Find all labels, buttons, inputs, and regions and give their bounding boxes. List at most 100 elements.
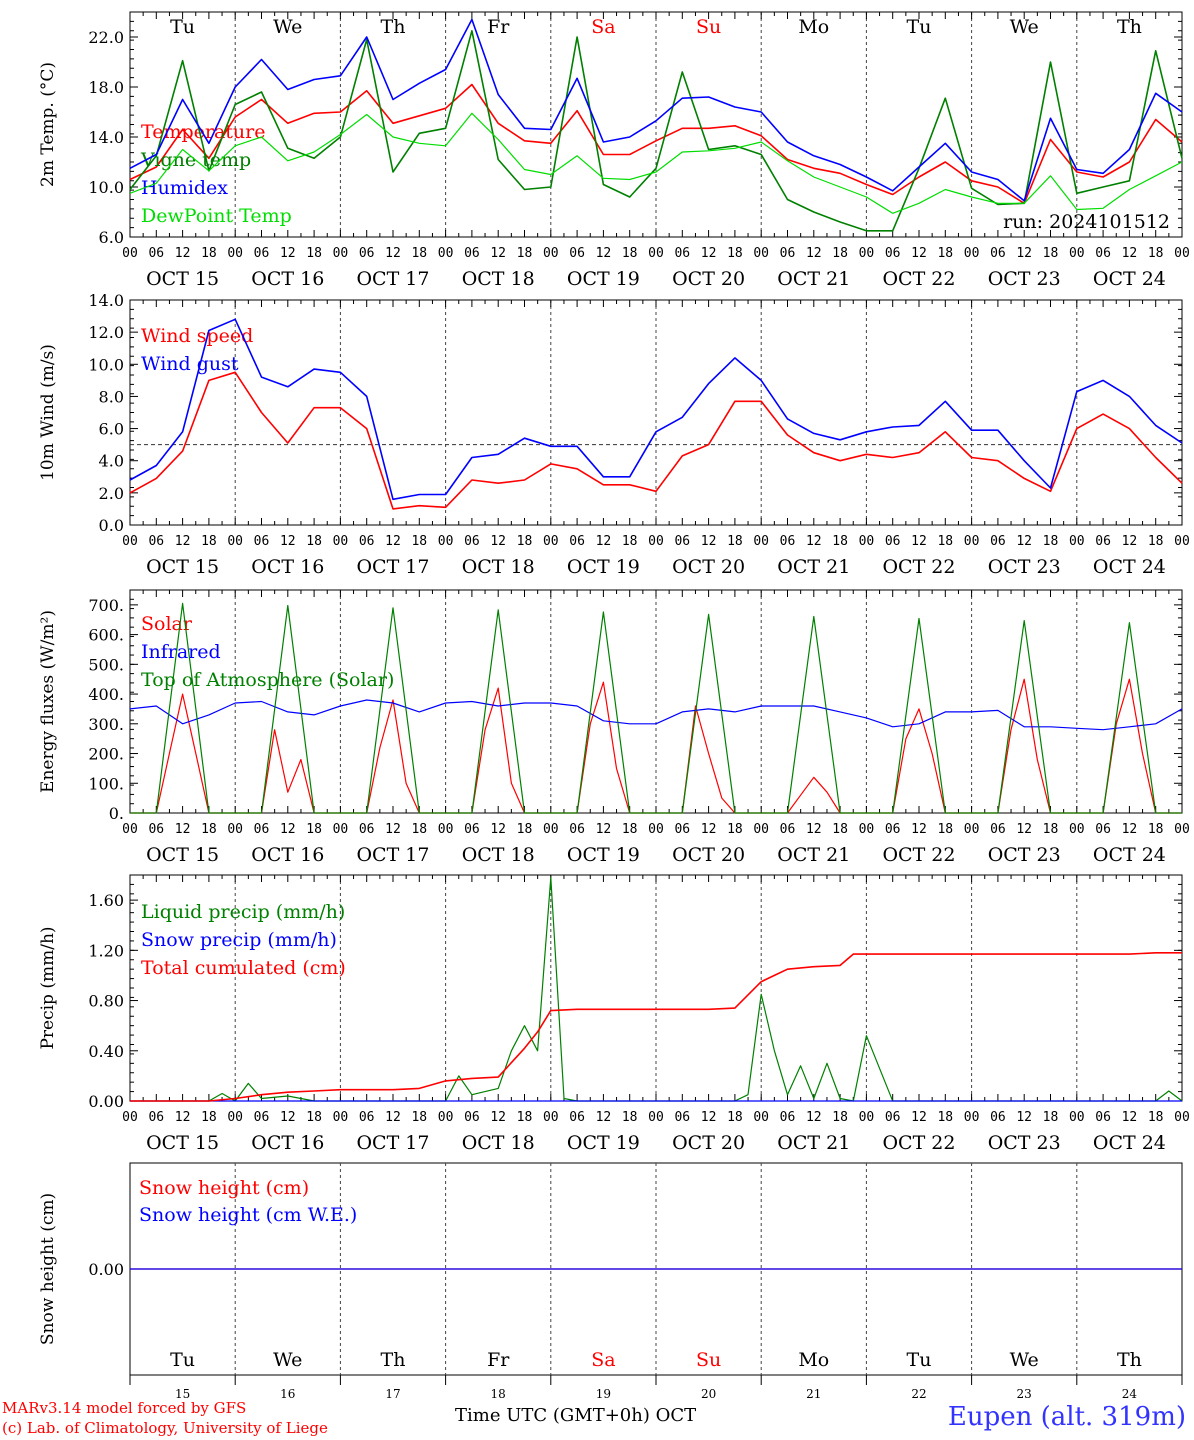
date-label: OCT 20 xyxy=(672,844,745,866)
hour-tick-label: 12 xyxy=(806,246,822,261)
hour-tick-label: 00 xyxy=(859,1110,875,1125)
hour-tick-label: 00 xyxy=(333,246,349,261)
series-line-2 xyxy=(130,951,1182,1102)
y-tick-label: 0.80 xyxy=(88,992,124,1011)
hour-tick-label: 00 xyxy=(333,1110,349,1125)
hour-tick-label: 00 xyxy=(648,534,664,549)
hour-tick-label: 06 xyxy=(674,534,690,549)
y-tick-label: 0.0 xyxy=(99,516,124,535)
hour-tick-label: 06 xyxy=(674,1110,690,1125)
hour-tick-label: 12 xyxy=(911,1110,927,1125)
y-tick-label: 10.0 xyxy=(88,355,124,374)
hour-tick-label: 06 xyxy=(464,246,480,261)
hour-tick-label: 18 xyxy=(937,822,953,837)
hour-tick-label: 12 xyxy=(701,246,717,261)
date-label: OCT 21 xyxy=(777,268,850,290)
hour-tick-label: 12 xyxy=(1122,822,1138,837)
day-number: 23 xyxy=(1017,1387,1032,1401)
y-tick-label: 0.00 xyxy=(88,1092,124,1111)
date-label: OCT 16 xyxy=(251,844,324,866)
date-label: OCT 17 xyxy=(356,844,429,866)
date-label: OCT 19 xyxy=(567,556,640,578)
run-label: run: 2024101512 xyxy=(1003,211,1170,233)
hour-tick-label: 18 xyxy=(937,1110,953,1125)
hour-tick-label: 18 xyxy=(1148,246,1164,261)
legend-entry: Snow height (cm) xyxy=(139,1177,309,1199)
legend-entry: Snow height (cm W.E.) xyxy=(139,1204,357,1226)
day-name-top: We xyxy=(273,16,302,38)
hour-tick-label: 06 xyxy=(780,534,796,549)
hour-tick-label: 00 xyxy=(964,822,980,837)
hour-tick-label: 06 xyxy=(990,534,1006,549)
hour-tick-label: 06 xyxy=(359,534,375,549)
date-label: OCT 17 xyxy=(356,556,429,578)
date-label: OCT 17 xyxy=(356,268,429,290)
date-label: OCT 19 xyxy=(567,1132,640,1154)
hour-tick-label: 06 xyxy=(674,246,690,261)
hour-tick-label: 00 xyxy=(333,822,349,837)
day-name-bottom: Tu xyxy=(170,1349,195,1371)
credit-line-1: MARv3.14 model forced by GFS xyxy=(2,1399,247,1417)
hour-tick-label: 06 xyxy=(885,534,901,549)
hour-tick-label: 18 xyxy=(937,246,953,261)
hour-tick-label: 00 xyxy=(1174,534,1190,549)
y-axis-label: 10m Wind (m/s) xyxy=(38,344,58,481)
date-label: OCT 15 xyxy=(146,268,219,290)
hour-tick-label: 06 xyxy=(990,822,1006,837)
legend-entry: Liquid precip (mm/h) xyxy=(141,901,345,923)
hour-tick-label: 00 xyxy=(964,1110,980,1125)
date-label: OCT 24 xyxy=(1093,1132,1166,1154)
date-label: OCT 15 xyxy=(146,1132,219,1154)
day-number: 19 xyxy=(596,1387,611,1401)
hour-tick-label: 06 xyxy=(569,1110,585,1125)
hour-tick-label: 18 xyxy=(411,246,427,261)
hour-tick-label: 06 xyxy=(780,1110,796,1125)
hour-tick-label: 18 xyxy=(411,534,427,549)
hour-tick-label: 12 xyxy=(596,1110,612,1125)
hour-tick-label: 12 xyxy=(806,822,822,837)
series-line-0 xyxy=(129,371,1183,510)
hour-tick-label: 18 xyxy=(1043,1110,1059,1125)
hour-tick-label: 18 xyxy=(306,822,322,837)
hour-tick-label: 12 xyxy=(1122,534,1138,549)
hour-tick-label: 18 xyxy=(411,822,427,837)
hour-tick-label: 18 xyxy=(306,1110,322,1125)
hour-tick-label: 18 xyxy=(201,1110,217,1125)
hour-tick-label: 12 xyxy=(1122,1110,1138,1125)
date-label: OCT 15 xyxy=(146,844,219,866)
day-name-bottom: Fr xyxy=(487,1349,510,1371)
hour-tick-label: 06 xyxy=(780,246,796,261)
hour-tick-label: 00 xyxy=(227,534,243,549)
y-tick-label: 1.20 xyxy=(88,941,124,960)
day-name-bottom: Th xyxy=(381,1349,406,1371)
hour-tick-label: 18 xyxy=(1148,822,1164,837)
date-label: OCT 21 xyxy=(777,1132,850,1154)
legend-entry: Total cumulated (cm) xyxy=(141,957,346,979)
y-tick-label: 1.60 xyxy=(88,891,124,910)
hour-tick-label: 18 xyxy=(622,534,638,549)
y-tick-label: 18.0 xyxy=(88,78,124,97)
date-label: OCT 16 xyxy=(251,268,324,290)
hour-tick-label: 12 xyxy=(911,822,927,837)
x-axis-title: Time UTC (GMT+0h) OCT xyxy=(455,1405,697,1426)
hour-tick-label: 18 xyxy=(1043,822,1059,837)
date-label: OCT 19 xyxy=(567,844,640,866)
legend-entry: Humidex xyxy=(141,177,228,199)
hour-tick-label: 12 xyxy=(385,246,401,261)
hour-tick-label: 12 xyxy=(490,246,506,261)
day-name-bottom: Th xyxy=(1117,1349,1142,1371)
hour-tick-label: 06 xyxy=(148,534,164,549)
legend-entry: Infrared xyxy=(141,641,221,663)
hour-tick-label: 12 xyxy=(1016,534,1032,549)
hour-tick-label: 18 xyxy=(306,246,322,261)
hour-tick-label: 18 xyxy=(517,246,533,261)
day-name-top: Th xyxy=(1117,16,1142,38)
hour-tick-label: 00 xyxy=(859,534,875,549)
hour-tick-label: 12 xyxy=(490,534,506,549)
y-tick-label: 14.0 xyxy=(88,291,124,310)
day-name-bottom: Mo xyxy=(798,1349,829,1371)
day-name-bottom: Sa xyxy=(591,1349,615,1371)
hour-tick-label: 00 xyxy=(543,822,559,837)
hour-tick-label: 00 xyxy=(438,1110,454,1125)
